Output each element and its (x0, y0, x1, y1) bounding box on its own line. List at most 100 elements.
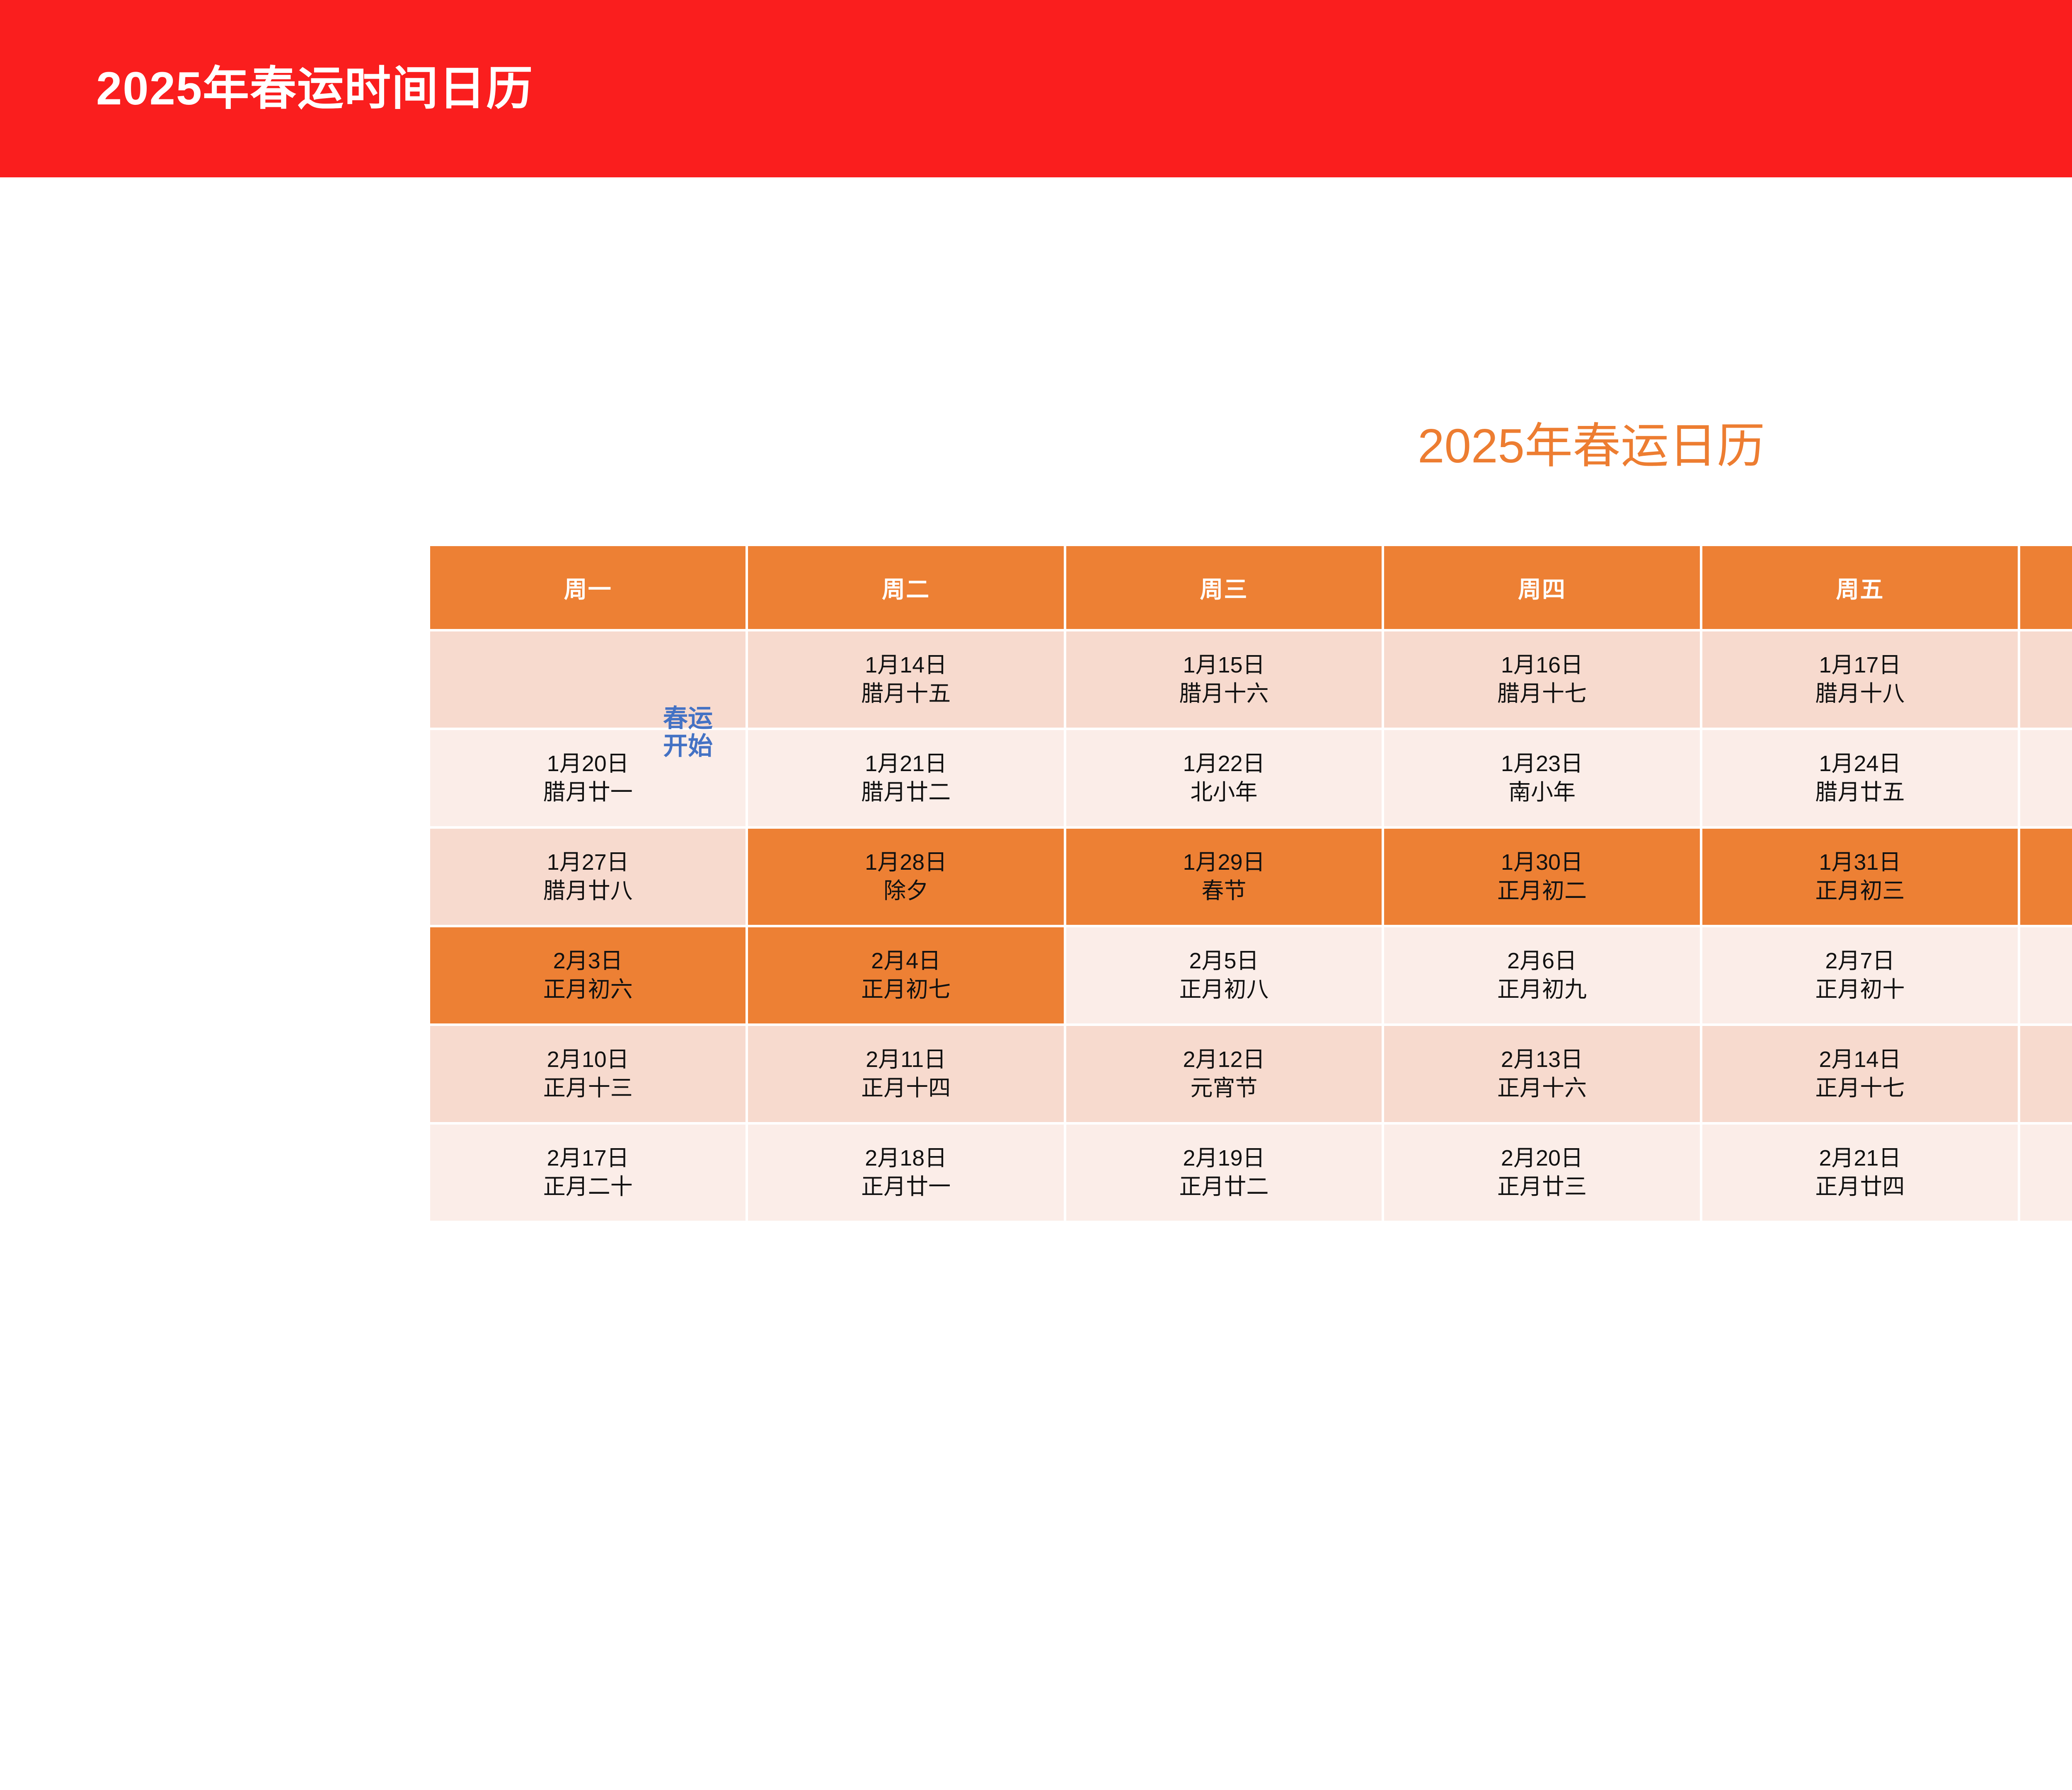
calendar-day-cell[interactable]: 1月24日 腊月廿五 (1702, 730, 2018, 826)
weekday-header-2: 周二 (748, 546, 1064, 629)
calendar-day-cell[interactable]: 2月18日 正月廿一 (748, 1125, 1064, 1221)
day-date: 1月29日 (1183, 849, 1265, 875)
calendar-week-row: 2月17日 正月二十 2月18日 正月廿一 2月19日 正月廿二 2月20日 正月廿三 2月21… (430, 1125, 2072, 1221)
day-lunar: 正月初十 (1815, 977, 1905, 1002)
day-lunar: 正月十七 (1815, 1076, 1905, 1101)
calendar-day-cell[interactable]: 2月6日 正月初九 (1384, 927, 1700, 1023)
calendar-day-cell[interactable]: 2月17日 正月二十 (430, 1125, 746, 1221)
weekday-header-3: 周三 (1066, 546, 1382, 629)
weekday-header-1: 周一 (430, 546, 746, 629)
day-lunar: 正月廿一 (861, 1174, 951, 1199)
calendar-week-row: 1月27日 腊月廿八 1月28日 除夕 1月29日 春节 1月30日 正月初二 1月31日 正月初… (430, 829, 2072, 925)
calendar-week-row: 1月20日 腊月廿一 1月21日 腊月廿二 1月22日 北小年 1月23日 南小年 1月24日腊… (430, 730, 2072, 826)
day-date: 2月5日 (1189, 948, 1259, 973)
day-lunar: 正月十一 (2020, 975, 2072, 1004)
day-date: 2月10日 (547, 1047, 629, 1072)
calendar-day-cell[interactable]: 2月3日 正月初六 (430, 927, 746, 1023)
day-lunar: 北小年 (1190, 780, 1258, 805)
calendar-week-row: 2月3日 正月初六 2月4日 正月初七 2月5日 正月初八 2月6日 正月初九 2月7日 正月初十… (430, 927, 2072, 1023)
calendar-day-cell[interactable]: 2月19日正月廿二 (1066, 1125, 1382, 1221)
day-lunar: 正月十八 (2020, 1074, 2072, 1103)
top-banner: 2025年春运时间日历 高德地图 (0, 0, 2072, 177)
day-date: 1月16日 (1501, 652, 1583, 677)
day-date: 1月22日 (1183, 751, 1265, 776)
day-lunar: 正月初八 (1179, 977, 1269, 1002)
calendar-day-cell[interactable]: 1月15日腊月十六 (1066, 631, 1382, 728)
day-lunar: 正月初六 (543, 977, 633, 1002)
day-lunar: 正月初七 (861, 977, 951, 1002)
day-lunar: 正月初三 (1815, 878, 1905, 903)
calendar-day-cell[interactable]: 2月7日正月初十 (1702, 927, 2018, 1023)
day-date: 2月17日 (547, 1145, 629, 1171)
day-lunar: 正月廿三 (1497, 1174, 1587, 1199)
day-lunar: 正月十三 (543, 1076, 633, 1101)
day-lunar: 腊月廿一 (543, 780, 633, 805)
calendar-day-cell[interactable]: 2月1日正月初四 (2020, 829, 2072, 925)
calendar-day-cell-empty (430, 631, 746, 728)
day-lunar: 春节 (1201, 878, 1247, 903)
calendar-day-cell[interactable]: 2月13日正月十六 (1384, 1026, 1700, 1122)
calendar-day-cell[interactable]: 1月31日 正月初三 (1702, 829, 2018, 925)
calendar-day-cell[interactable]: 2月11日正月十四 (748, 1026, 1064, 1122)
calendar-day-cell[interactable]: 1月20日腊月廿一 (430, 730, 746, 826)
day-date: 1月23日 (1501, 751, 1583, 776)
calendar-day-cell[interactable]: 1月27日 腊月廿八 (430, 829, 746, 925)
day-lunar: 腊月十五 (861, 681, 951, 706)
day-lunar: 正月廿二 (1179, 1174, 1269, 1199)
day-date: 2月1日 (2020, 848, 2072, 877)
day-lunar: 腊月廿六 (2020, 778, 2072, 807)
day-date: 1月21日 (865, 751, 947, 776)
day-date: 1月17日 (1819, 652, 1901, 677)
calendar-title: 2025年春运日历 (1417, 419, 1765, 473)
day-lunar: 正月初二 (1497, 878, 1587, 903)
day-date: 1月27日 (547, 849, 629, 875)
calendar-day-cell[interactable]: 2月14日正月十七 (1702, 1026, 2018, 1122)
calendar-day-cell[interactable]: 1月29日春节 (1066, 829, 1382, 925)
calendar-day-cell[interactable]: 1月22日北小年 (1066, 730, 1382, 826)
day-date: 2月22日 (2020, 1144, 2072, 1173)
day-date: 2月20日 (1501, 1145, 1583, 1171)
day-lunar: 腊月十七 (1497, 681, 1587, 706)
day-date: 2月14日 (1819, 1047, 1901, 1072)
calendar-day-cell[interactable]: 1月21日 腊月廿二 (748, 730, 1064, 826)
calendar-day-cell[interactable]: 2月15日正月十八 (2020, 1026, 2072, 1122)
day-lunar: 正月廿四 (1815, 1174, 1905, 1199)
day-lunar: 腊月十八 (1815, 681, 1905, 706)
calendar-day-cell[interactable]: 1月28日 除夕 (748, 829, 1064, 925)
day-date: 2月13日 (1501, 1047, 1583, 1072)
calendar-day-cell[interactable]: 2月4日 正月初七 (748, 927, 1064, 1023)
day-date: 1月20日 (547, 751, 629, 776)
calendar-day-cell[interactable]: 1月14日腊月十五 (748, 631, 1064, 728)
day-date: 2月19日 (1183, 1145, 1265, 1171)
day-lunar: 正月十四 (861, 1076, 951, 1101)
calendar-day-cell[interactable]: 1月30日 正月初二 (1384, 829, 1700, 925)
day-date: 2月7日 (1825, 948, 1895, 973)
calendar-day-cell[interactable]: 1月23日南小年 (1384, 730, 1700, 826)
calendar-day-cell[interactable]: 2月20日正月廿三 (1384, 1125, 1700, 1221)
day-date: 1月15日 (1183, 652, 1265, 677)
calendar-day-cell[interactable]: 2月21日正月廿四 (1702, 1125, 2018, 1221)
day-lunar: 正月廿五 (2020, 1173, 2072, 1201)
calendar-day-cell[interactable]: 1月16日腊月十七 (1384, 631, 1700, 728)
weekday-header-6: 周六 (2020, 546, 2072, 629)
day-lunar: 腊月十六 (1179, 681, 1269, 706)
calendar-day-cell[interactable]: 1月18日腊月十九 (2020, 631, 2072, 728)
day-lunar: 元宵节 (1190, 1076, 1258, 1101)
day-date: 2月11日 (866, 1047, 946, 1072)
day-date: 1月25日 (2020, 750, 2072, 778)
calendar-day-cell[interactable]: 2月22日正月廿五 (2020, 1125, 2072, 1221)
day-lunar: 正月十六 (1497, 1076, 1587, 1101)
day-date: 2月21日 (1819, 1145, 1901, 1171)
day-lunar: 除夕 (884, 878, 929, 903)
calendar-day-cell[interactable]: 2月8日正月十一 (2020, 927, 2072, 1023)
calendar-day-cell[interactable]: 1月17日腊月十八 (1702, 631, 2018, 728)
chunyun-calendar-table: 周一周二周三周四周五周六周日 1月14日腊月十五1月15日腊月十六1月16日腊月… (428, 544, 2072, 1223)
day-lunar: 南小年 (1508, 780, 1576, 805)
calendar-day-cell[interactable]: 2月10日正月十三 (430, 1026, 746, 1122)
calendar-week-row: 2月10日 正月十三 2月11日 正月十四 2月12日 元宵节 2月13日 正月十六 2月14日… (430, 1026, 2072, 1122)
calendar-day-cell[interactable]: 2月5日正月初八 (1066, 927, 1382, 1023)
calendar-day-cell[interactable]: 1月25日腊月廿六 (2020, 730, 2072, 826)
calendar-day-cell[interactable]: 2月12日 元宵节 (1066, 1026, 1382, 1122)
day-date: 2月15日 (2020, 1045, 2072, 1074)
day-date: 1月14日 (865, 652, 947, 677)
